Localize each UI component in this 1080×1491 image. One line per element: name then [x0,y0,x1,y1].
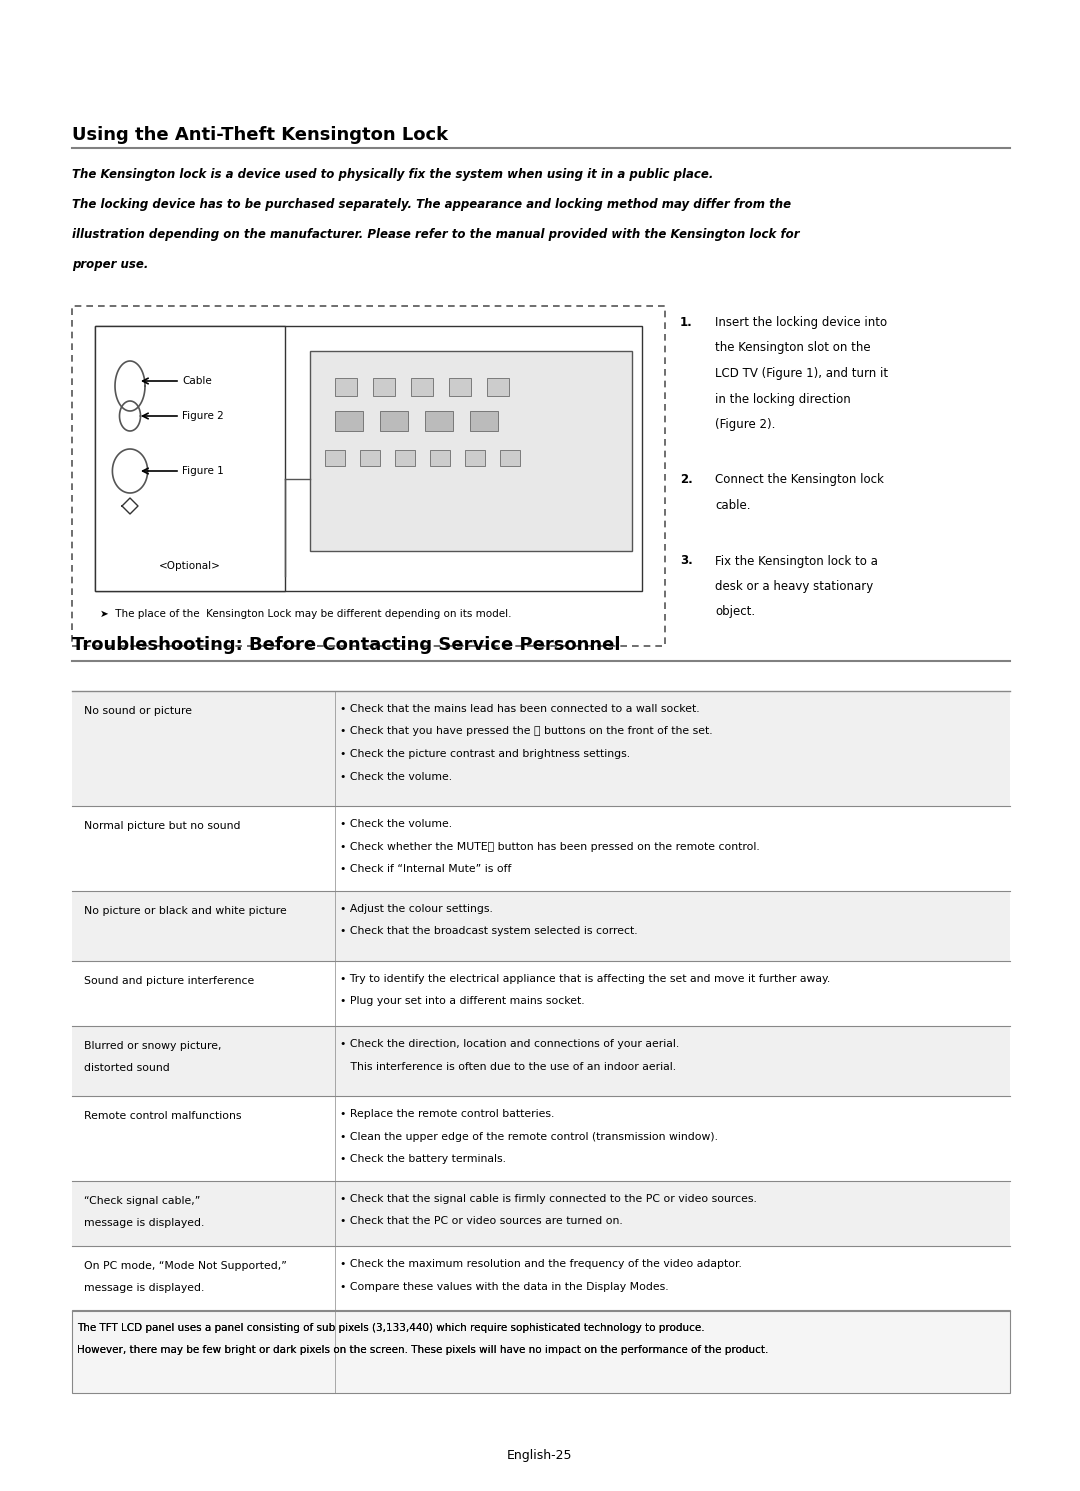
Text: The TFT LCD panel uses a panel consisting of sub pixels (3,133,440) which requir: The TFT LCD panel uses a panel consistin… [77,1323,704,1333]
Bar [360,450,380,467]
Bar [380,412,408,431]
Bar [335,412,363,431]
Text: proper use.: proper use. [72,258,148,271]
Bar [411,379,433,397]
Text: message is displayed.: message is displayed. [84,1282,204,1293]
Text: • Adjust the colour settings.: • Adjust the colour settings. [340,904,492,914]
Text: Using the Anti-Theft Kensington Lock: Using the Anti-Theft Kensington Lock [72,127,448,145]
Text: • Replace the remote control batteries.: • Replace the remote control batteries. [340,1109,554,1120]
Text: illustration depending on the manufacturer. Please refer to the manual provided : illustration depending on the manufactur… [72,228,799,242]
Bar [335,379,357,397]
Text: • Check the direction, location and connections of your aerial.: • Check the direction, location and conn… [340,1039,679,1050]
Text: • Try to identify the electrical appliance that is affecting the set and move it: • Try to identify the electrical applian… [340,974,831,984]
Text: the Kensington slot on the: the Kensington slot on the [715,341,870,355]
Text: • Check that the signal cable is firmly connected to the PC or video sources.: • Check that the signal cable is firmly … [340,1194,757,1205]
Text: • Plug your set into a different mains socket.: • Plug your set into a different mains s… [340,996,584,1006]
Text: • Check whether the MUTE🔇 button has been pressed on the remote control.: • Check whether the MUTE🔇 button has bee… [340,841,759,851]
Bar [500,450,519,467]
Text: (Figure 2).: (Figure 2). [715,417,775,431]
Bar [310,350,632,552]
Text: • Check if “Internal Mute” is off: • Check if “Internal Mute” is off [340,863,511,874]
Text: “Check signal cable,”: “Check signal cable,” [84,1196,201,1206]
Text: However, there may be few bright or dark pixels on the screen. These pixels will: However, there may be few bright or dark… [77,1345,768,1355]
Bar [72,1096,1010,1181]
Bar [325,450,345,467]
Bar [465,450,485,467]
Bar [72,1246,1010,1311]
Text: No picture or black and white picture: No picture or black and white picture [84,907,287,915]
Text: distorted sound: distorted sound [84,1063,170,1074]
Text: • Check the battery terminals.: • Check the battery terminals. [340,1154,507,1164]
Text: Sound and picture interference: Sound and picture interference [84,977,254,986]
Text: 1.: 1. [680,316,692,330]
Text: ➤  The place of the  Kensington Lock may be different depending on its model.: ➤ The place of the Kensington Lock may b… [100,608,512,619]
Text: English-25: English-25 [508,1449,572,1463]
Text: • Compare these values with the data in the Display Modes.: • Compare these values with the data in … [340,1281,669,1291]
Bar [72,807,1010,892]
Text: This interference is often due to the use of an indoor aerial.: This interference is often due to the us… [340,1062,676,1072]
Bar [72,1026,1010,1096]
Text: Figure 1: Figure 1 [183,467,224,476]
Text: • Check that the mains lead has been connected to a wall socket.: • Check that the mains lead has been con… [340,704,700,714]
Text: message is displayed.: message is displayed. [84,1218,204,1229]
Bar [487,379,509,397]
Text: • Check the maximum resolution and the frequency of the video adaptor.: • Check the maximum resolution and the f… [340,1258,742,1269]
Text: Figure 2: Figure 2 [183,412,224,420]
Bar [72,690,1010,807]
Bar [95,327,285,590]
Text: Fix the Kensington lock to a: Fix the Kensington lock to a [715,555,878,568]
Text: • Clean the upper edge of the remote control (transmission window).: • Clean the upper edge of the remote con… [340,1132,718,1142]
Text: • Check the volume.: • Check the volume. [340,771,453,781]
Text: cable.: cable. [715,499,751,511]
Text: 2.: 2. [680,474,692,486]
Text: • Check the volume.: • Check the volume. [340,819,453,829]
Text: • Check that you have pressed the ⏻ buttons on the front of the set.: • Check that you have pressed the ⏻ butt… [340,726,713,737]
Text: • Check the picture contrast and brightness settings.: • Check the picture contrast and brightn… [340,748,630,759]
Bar [449,379,471,397]
Text: However, there may be few bright or dark pixels on the screen. These pixels will: However, there may be few bright or dark… [77,1345,768,1355]
Text: • Check that the broadcast system selected is correct.: • Check that the broadcast system select… [340,926,637,936]
Bar [95,327,642,590]
Bar [426,412,453,431]
Bar [72,962,1010,1026]
Text: 3.: 3. [680,555,692,568]
Text: On PC mode, “Mode Not Supported,”: On PC mode, “Mode Not Supported,” [84,1261,287,1270]
Text: Insert the locking device into: Insert the locking device into [715,316,887,330]
Text: The TFT LCD panel uses a panel consisting of sub pixels (3,133,440) which requir: The TFT LCD panel uses a panel consistin… [77,1323,704,1333]
Text: LCD TV (Figure 1), and turn it: LCD TV (Figure 1), and turn it [715,367,888,380]
Text: Connect the Kensington lock: Connect the Kensington lock [715,474,883,486]
FancyBboxPatch shape [72,306,665,646]
Text: Normal picture but no sound: Normal picture but no sound [84,822,241,830]
Text: object.: object. [715,605,755,619]
Text: Remote control malfunctions: Remote control malfunctions [84,1111,242,1121]
Text: Blurred or snowy picture,: Blurred or snowy picture, [84,1041,221,1051]
Bar [373,379,395,397]
Text: desk or a heavy stationary: desk or a heavy stationary [715,580,874,593]
Bar [72,892,1010,962]
Bar [470,412,498,431]
Text: • Check that the PC or video sources are turned on.: • Check that the PC or video sources are… [340,1217,623,1227]
Text: Cable: Cable [183,376,212,386]
Text: No sound or picture: No sound or picture [84,707,192,716]
Bar [72,1311,1010,1393]
Bar [395,450,415,467]
Text: <Optional>: <Optional> [159,561,221,571]
Text: in the locking direction: in the locking direction [715,392,851,406]
Text: The Kensington lock is a device used to physically fix the system when using it : The Kensington lock is a device used to … [72,168,714,180]
Bar [430,450,450,467]
Text: The locking device has to be purchased separately. The appearance and locking me: The locking device has to be purchased s… [72,198,792,212]
Text: Troubleshooting: Before Contacting Service Personnel: Troubleshooting: Before Contacting Servi… [72,637,621,655]
Bar [72,1181,1010,1246]
